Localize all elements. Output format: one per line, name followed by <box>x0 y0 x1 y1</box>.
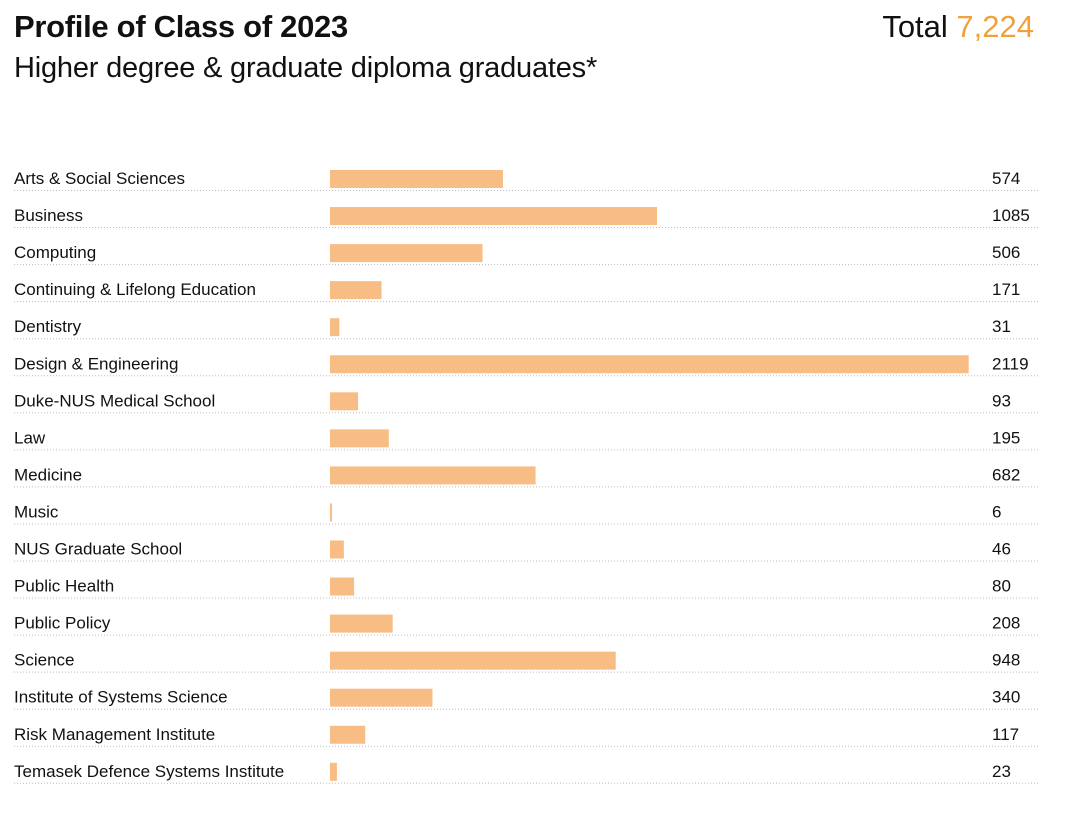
bar <box>330 392 359 411</box>
category-label: Risk Management Institute <box>14 725 215 744</box>
category-label: Dentistry <box>14 317 82 336</box>
value-label: 948 <box>992 651 1020 670</box>
value-label: 46 <box>992 540 1011 559</box>
bar <box>330 355 969 374</box>
bar <box>330 244 483 263</box>
bar <box>330 466 536 485</box>
value-label: 195 <box>992 428 1020 447</box>
value-label: 31 <box>992 317 1011 336</box>
category-label: Business <box>14 206 83 225</box>
value-label: 6 <box>992 502 1001 521</box>
bar <box>330 540 344 559</box>
value-label: 80 <box>992 577 1011 596</box>
bar <box>330 281 382 300</box>
bar <box>330 725 366 744</box>
bar <box>330 207 658 226</box>
category-label: Duke-NUS Medical School <box>14 391 215 410</box>
bar <box>330 170 504 188</box>
bar <box>330 651 616 670</box>
bar <box>330 503 332 522</box>
bar <box>330 688 433 707</box>
value-label: 506 <box>992 243 1020 262</box>
value-label: 682 <box>992 465 1020 484</box>
value-label: 2119 <box>992 354 1029 373</box>
value-label: 117 <box>992 725 1019 744</box>
bar <box>330 577 355 596</box>
category-label: Public Policy <box>14 614 111 633</box>
category-label: Science <box>14 651 74 670</box>
bar <box>330 318 340 337</box>
bar <box>330 429 389 448</box>
category-label: Computing <box>14 243 96 262</box>
value-label: 208 <box>992 614 1020 633</box>
category-label: Music <box>14 502 59 521</box>
bar <box>330 762 337 781</box>
value-label: 171 <box>992 280 1020 299</box>
total-label: Total <box>882 9 948 44</box>
category-label: Public Health <box>14 577 114 596</box>
category-label: NUS Graduate School <box>14 540 182 559</box>
value-label: 340 <box>992 688 1020 707</box>
category-label: Medicine <box>14 465 82 484</box>
category-label: Temasek Defence Systems Institute <box>14 762 284 781</box>
category-label: Continuing & Lifelong Education <box>14 280 256 299</box>
page-title: Profile of Class of 2023 <box>14 9 348 44</box>
bar <box>330 614 393 633</box>
total-value: 7,224 <box>956 9 1034 44</box>
value-label: 574 <box>992 169 1020 188</box>
value-label: 1085 <box>992 206 1030 225</box>
total-summary: Total 7,224 <box>882 8 1034 46</box>
value-label: 23 <box>992 762 1011 781</box>
value-label: 93 <box>992 391 1011 410</box>
category-label: Design & Engineering <box>14 354 178 373</box>
category-label: Law <box>14 428 46 447</box>
page-subtitle: Higher degree & graduate diploma graduat… <box>14 52 598 84</box>
category-label: Institute of Systems Science <box>14 688 228 707</box>
category-label: Arts & Social Sciences <box>14 169 185 188</box>
